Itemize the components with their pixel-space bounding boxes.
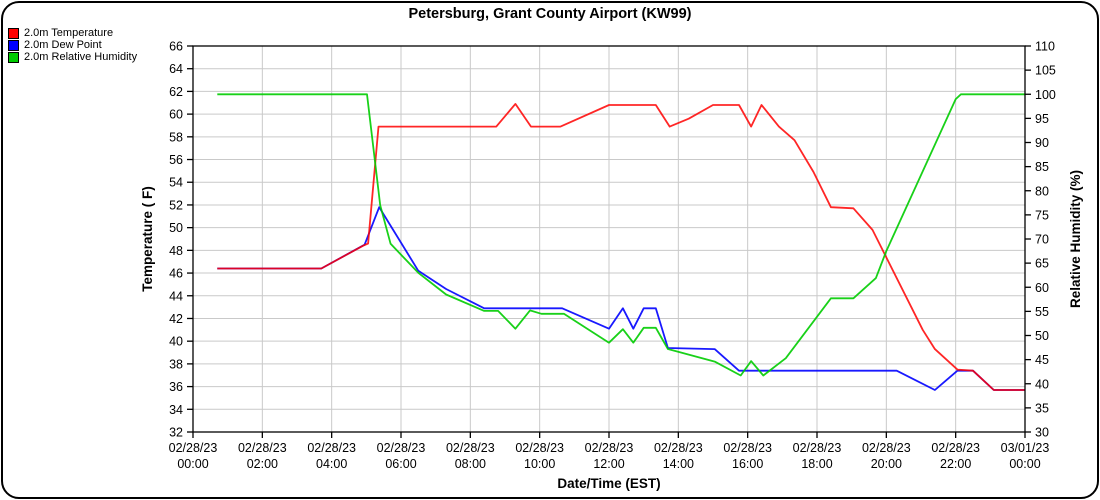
x-tick-date: 02/28/23 xyxy=(238,441,287,455)
x-tick-time: 18:00 xyxy=(801,457,832,471)
left-tick-label: 44 xyxy=(169,289,183,303)
x-tick-time: 08:00 xyxy=(455,457,486,471)
right-tick-label: 105 xyxy=(1035,64,1056,78)
x-tick-date: 02/28/23 xyxy=(793,441,842,455)
legend-label: 2.0m Dew Point xyxy=(24,39,102,51)
chart-title: Petersburg, Grant County Airport (KW99) xyxy=(408,6,692,22)
right-tick-label: 60 xyxy=(1035,281,1049,295)
right-tick-label: 100 xyxy=(1035,88,1056,102)
legend: 2.0m Temperature 2.0m Dew Point 2.0m Relat… xyxy=(8,27,137,63)
left-tick-label: 62 xyxy=(169,85,183,99)
x-tick-time: 12:00 xyxy=(593,457,624,471)
x-tick-time: 06:00 xyxy=(385,457,416,471)
x-tick-date: 02/28/23 xyxy=(515,441,564,455)
legend-item: 2.0m Temperature xyxy=(8,27,137,39)
legend-label: 2.0m Temperature xyxy=(24,27,114,39)
left-tick-label: 64 xyxy=(169,62,183,76)
right-tick-label: 50 xyxy=(1035,329,1049,343)
legend-swatch-2-0m-dew-point xyxy=(8,39,19,51)
x-tick-date: 02/28/23 xyxy=(169,441,218,455)
right-tick-label: 40 xyxy=(1035,377,1049,391)
left-tick-label: 34 xyxy=(169,403,183,417)
2-0m-relative-humidity-line xyxy=(217,93,1025,377)
left-tick-label: 38 xyxy=(169,357,183,371)
right-tick-label: 95 xyxy=(1035,112,1049,126)
x-tick-time: 00:00 xyxy=(1009,457,1040,471)
legend-label: 2.0m Relative Humidity xyxy=(24,51,138,63)
x-tick-time: 04:00 xyxy=(316,457,347,471)
legend-swatch-2-0m-relative-humidity xyxy=(8,51,19,63)
left-tick-label: 48 xyxy=(169,244,183,258)
right-tick-label: 85 xyxy=(1035,160,1049,174)
left-tick-label: 32 xyxy=(169,426,183,440)
left-tick-label: 46 xyxy=(169,267,183,281)
right-tick-label: 45 xyxy=(1035,353,1049,367)
left-tick-label: 58 xyxy=(169,130,183,144)
x-tick-time: 22:00 xyxy=(940,457,971,471)
x-tick-date: 02/28/23 xyxy=(446,441,495,455)
left-axis-title: Temperature ( F) xyxy=(140,186,155,292)
left-tick-label: 36 xyxy=(169,380,183,394)
legend-swatch-2-0m-temperature xyxy=(8,27,19,39)
right-tick-label: 110 xyxy=(1035,40,1055,54)
x-tick-date: 02/28/23 xyxy=(723,441,772,455)
left-tick-label: 52 xyxy=(169,198,183,212)
x-tick-date: 03/01/23 xyxy=(1001,441,1050,455)
2-0m-temperature-line xyxy=(217,103,1025,391)
legend-item: 2.0m Relative Humidity xyxy=(8,51,137,63)
left-tick-label: 50 xyxy=(169,221,183,235)
x-tick-time: 20:00 xyxy=(871,457,902,471)
x-tick-time: 14:00 xyxy=(663,457,694,471)
x-tick-date: 02/28/23 xyxy=(654,441,703,455)
right-tick-label: 65 xyxy=(1035,257,1049,271)
right-tick-label: 70 xyxy=(1035,233,1049,247)
left-tick-label: 42 xyxy=(169,312,183,326)
right-tick-label: 75 xyxy=(1035,208,1049,222)
legend-item: 2.0m Dew Point xyxy=(8,39,137,51)
right-tick-label: 80 xyxy=(1035,184,1049,198)
x-tick-date: 02/28/23 xyxy=(307,441,356,455)
right-tick-label: 90 xyxy=(1035,136,1049,150)
x-axis-title: Date/Time (EST) xyxy=(557,476,660,491)
x-tick-date: 02/28/23 xyxy=(585,441,634,455)
right-axis-title: Relative Humidity (%) xyxy=(1068,170,1083,308)
x-tick-time: 10:00 xyxy=(524,457,555,471)
x-tick-time: 00:00 xyxy=(177,457,208,471)
x-tick-date: 02/28/23 xyxy=(377,441,426,455)
x-tick-time: 02:00 xyxy=(247,457,278,471)
2-0m-dew-point-line xyxy=(217,206,1025,391)
x-tick-time: 16:00 xyxy=(732,457,763,471)
left-tick-label: 40 xyxy=(169,335,183,349)
left-tick-label: 66 xyxy=(169,40,183,54)
right-tick-label: 55 xyxy=(1035,305,1049,319)
left-tick-label: 54 xyxy=(169,176,183,190)
x-tick-date: 02/28/23 xyxy=(931,441,980,455)
left-tick-label: 60 xyxy=(169,108,183,122)
right-tick-label: 35 xyxy=(1035,401,1049,415)
x-tick-date: 02/28/23 xyxy=(862,441,911,455)
right-tick-label: 30 xyxy=(1035,426,1049,440)
left-tick-label: 56 xyxy=(169,153,183,167)
